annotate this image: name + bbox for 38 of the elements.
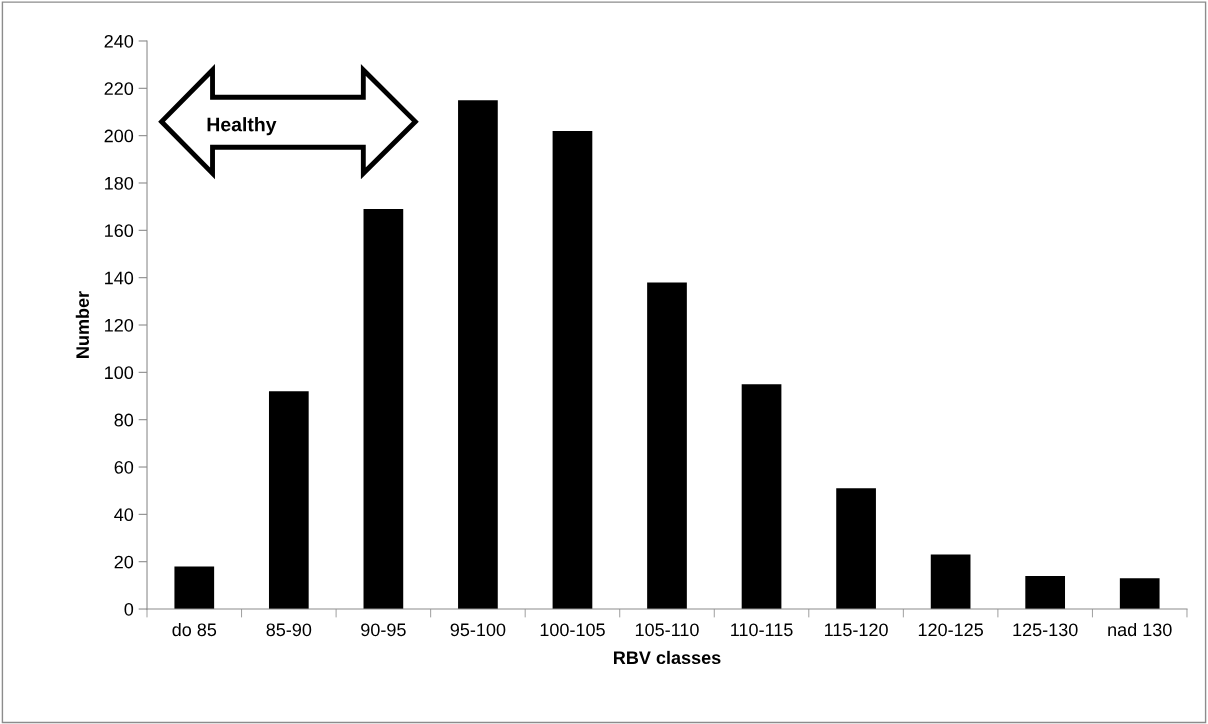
y-tick-label: 120 — [105, 318, 134, 332]
y-tick-label: 0 — [124, 602, 134, 616]
y-axis-title: Number — [75, 291, 90, 358]
x-tick-label: 115-120 — [825, 623, 888, 637]
y-tick-label: 80 — [114, 413, 134, 427]
y-tick-label: 140 — [105, 271, 134, 285]
bar — [363, 209, 404, 610]
x-axis-title: RBV classes — [614, 650, 721, 665]
x-tick-label: 95-100 — [450, 623, 506, 637]
annotation: Healthy — [207, 117, 277, 136]
bar — [647, 282, 687, 610]
y-tick-label: 200 — [104, 129, 134, 143]
bar — [458, 100, 498, 610]
bar — [174, 566, 215, 610]
bar — [1025, 575, 1066, 610]
bar — [1119, 578, 1160, 610]
y-tick-label: 180 — [105, 176, 134, 190]
bar — [741, 384, 782, 610]
x-tick-label: do 85 — [172, 622, 217, 637]
x-tick-label: 90-95 — [361, 623, 406, 637]
x-tick-label: 85-90 — [266, 623, 312, 637]
y-tick-label: 160 — [105, 224, 134, 238]
x-tick-label: 105-110 — [635, 623, 699, 637]
y-tick-label: 40 — [114, 508, 134, 522]
bar — [930, 554, 971, 610]
bar — [836, 488, 876, 610]
y-tick-label: 220 — [104, 82, 134, 96]
x-tick-label: 110-115 — [731, 623, 793, 637]
bar — [268, 391, 309, 610]
x-tick-label: 120-125 — [918, 623, 983, 637]
y-tick-label: 60 — [114, 460, 134, 474]
bar — [552, 130, 593, 610]
x-tick-label: nad 130 — [1108, 622, 1172, 637]
y-tick-label: 240 — [104, 34, 134, 48]
y-tick-label: 20 — [114, 555, 134, 569]
x-tick-label: 100-105 — [540, 623, 605, 637]
x-tick-label: 125-130 — [1013, 623, 1078, 637]
y-tick-label: 100 — [105, 366, 134, 380]
